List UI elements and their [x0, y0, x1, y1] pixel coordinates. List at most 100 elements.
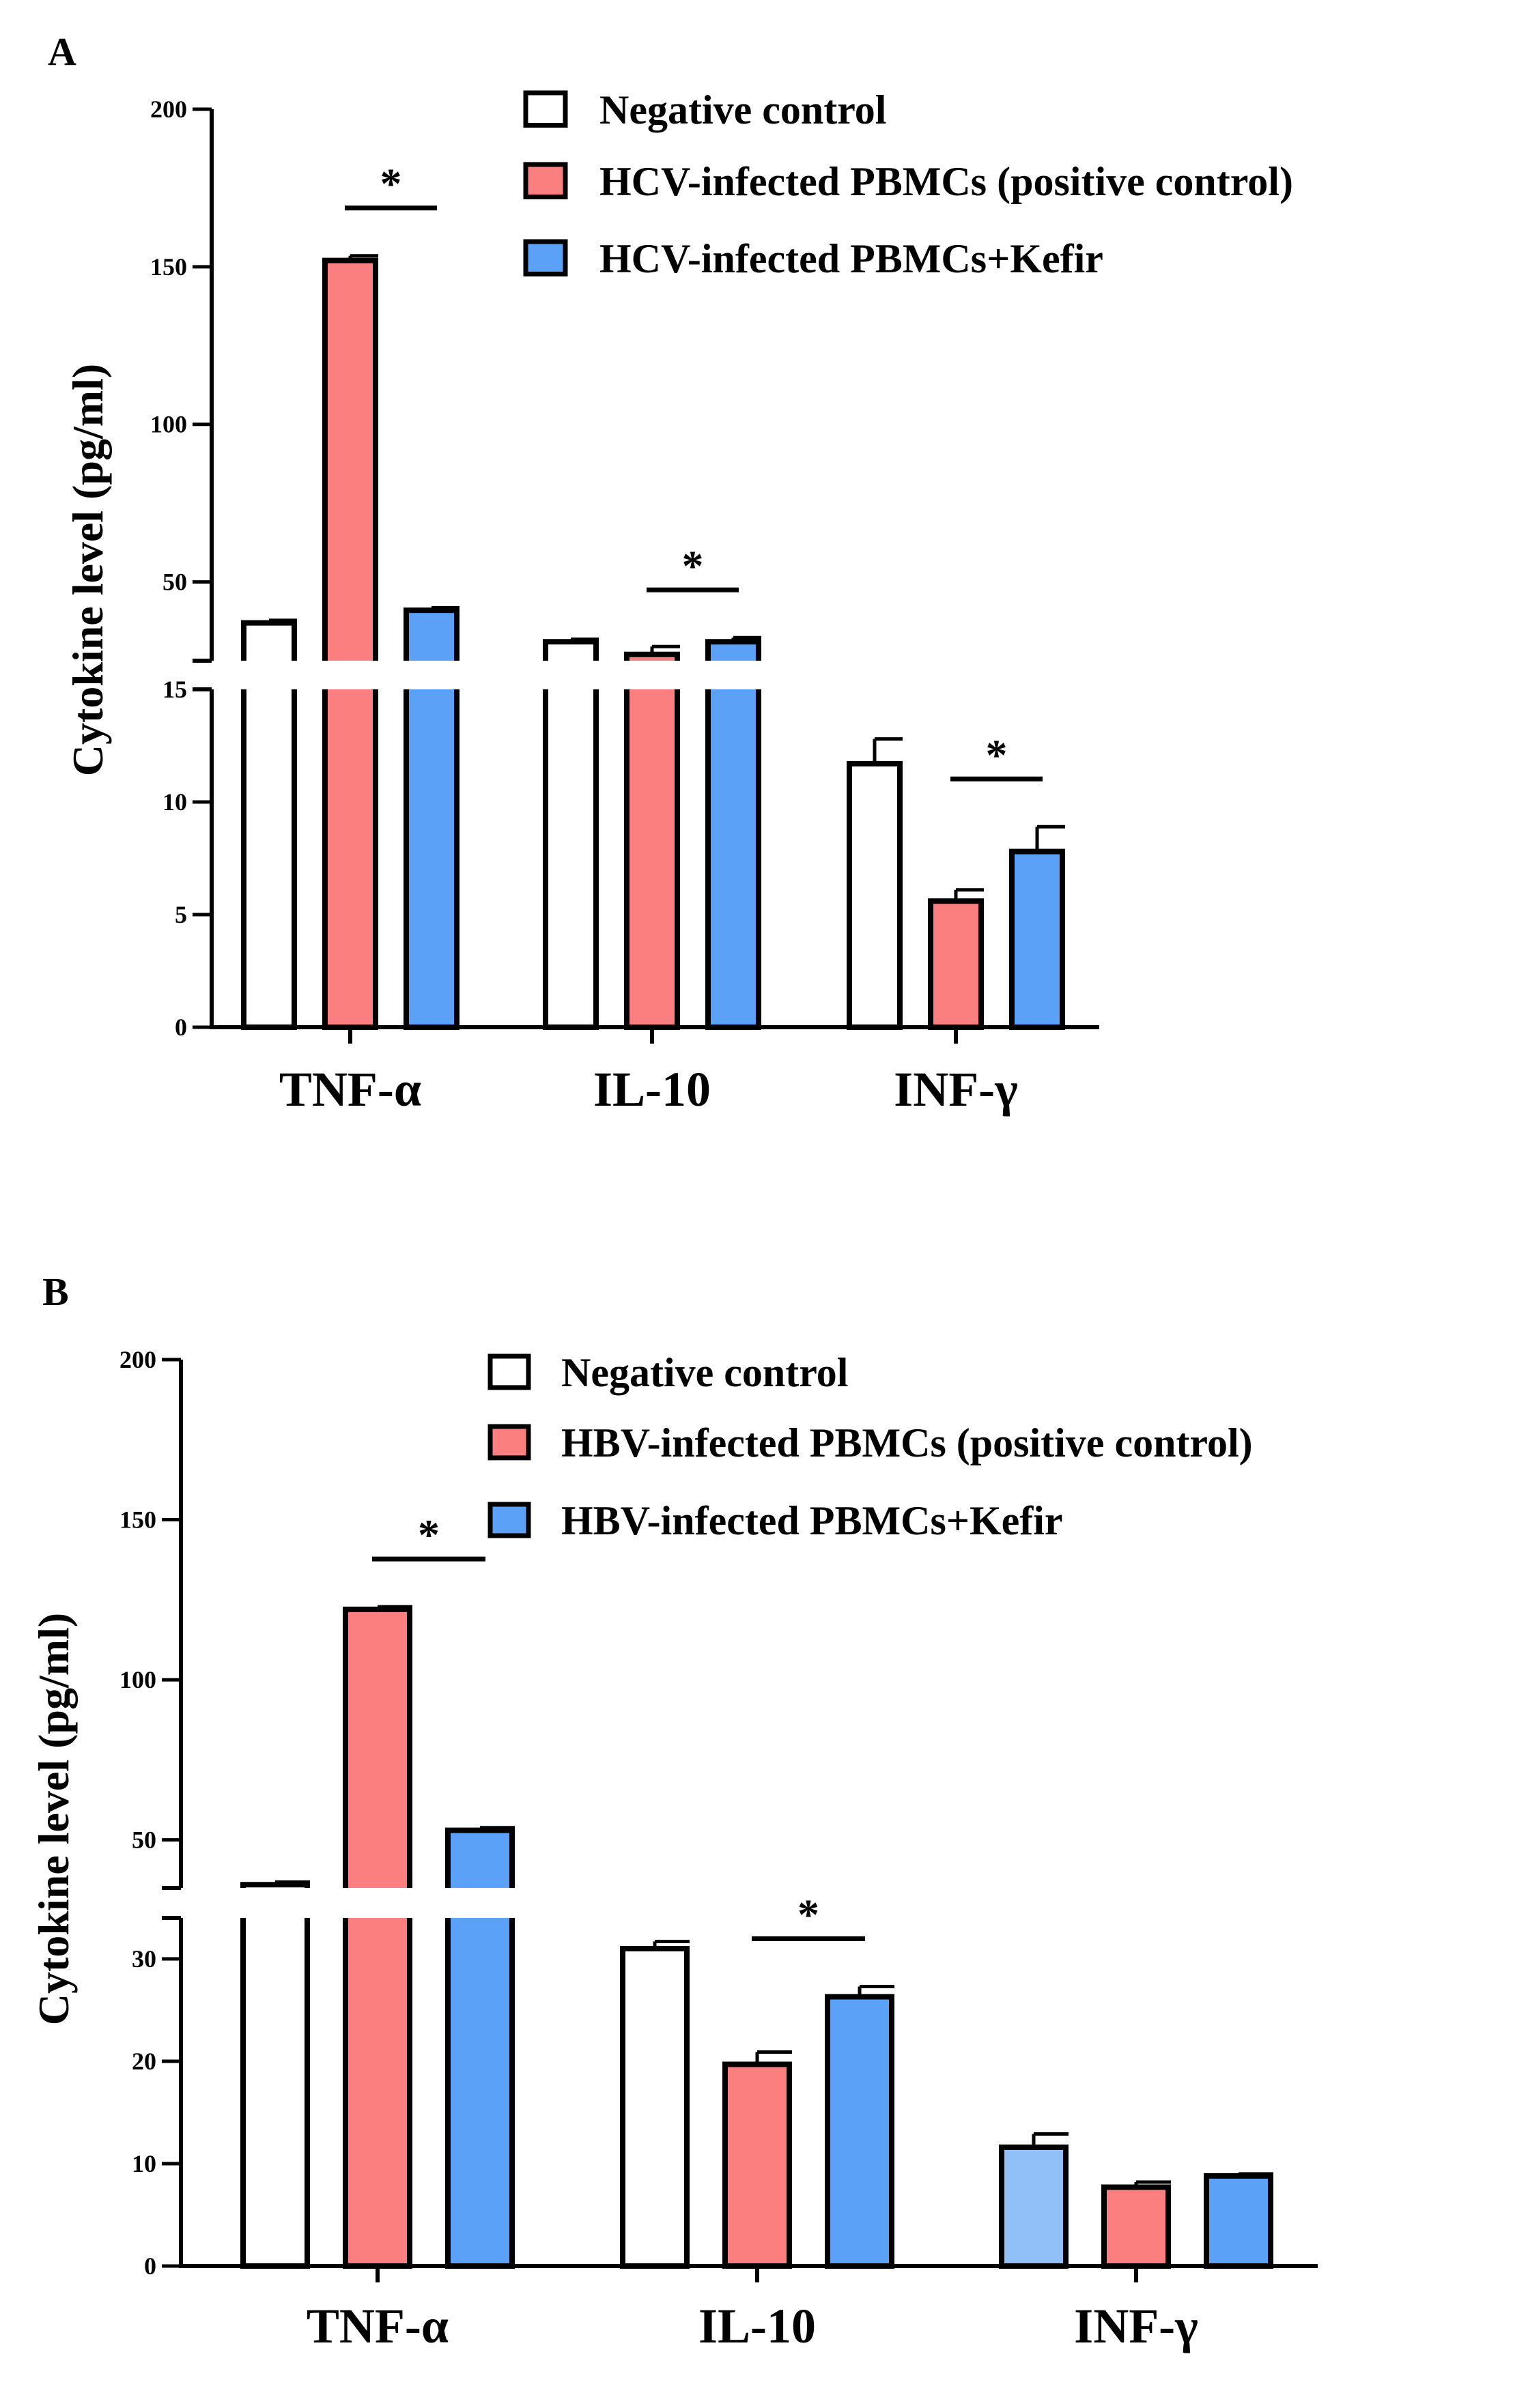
bar-negative-control-0	[241, 620, 297, 1030]
category-label: TNF-α	[307, 2299, 449, 2353]
bar-positive-control-0	[343, 1606, 412, 2269]
bar-lower-fill	[325, 689, 376, 1027]
category-label: INF-γ	[1074, 2299, 1198, 2353]
significance-marker: *	[372, 1510, 485, 1562]
error-bar-0-2	[873, 737, 903, 764]
bar-kefir-2	[1009, 848, 1065, 1030]
panel-a-legend: Negative control HCV-infected PBMCs (posi…	[523, 87, 1293, 281]
bar-upper-outline	[404, 607, 459, 661]
y-tick-label: 50	[162, 569, 187, 596]
error-bar-1-2	[1134, 2180, 1171, 2188]
legend-label-2: HBV-infected PBMCs+Kefir	[561, 1498, 1063, 1543]
bar-kefir-0	[404, 607, 459, 1030]
panel-a: A 0 5 10 15 50 100 150 200 TNF-α IL-10 INF-γ Cytoki…	[48, 29, 1293, 1117]
significance-marker: *	[950, 730, 1043, 782]
error-bar-1-0	[376, 1605, 412, 1609]
bar-negative-control-2	[999, 2145, 1069, 2269]
significance-star: *	[380, 160, 402, 208]
error-bar-1-2	[954, 888, 984, 902]
category-label: TNF-α	[279, 1062, 421, 1117]
significance-marker: *	[752, 1891, 865, 1941]
error-bar-0-1	[653, 1940, 690, 1949]
error-bar-2-0	[478, 1826, 515, 1831]
error-bar-2-2	[1236, 2172, 1273, 2176]
significance-star: *	[797, 1891, 819, 1939]
error-bar-1-1	[755, 2050, 792, 2065]
legend-label-2: HCV-infected PBMCs+Kefir	[599, 236, 1103, 281]
legend-swatch-2	[523, 239, 568, 277]
error-bar-0-0	[267, 618, 297, 623]
panel-letter-a: A	[48, 29, 76, 74]
bar-upper-fill	[708, 642, 759, 661]
bar-upper-outline	[624, 651, 680, 661]
legend-label-1: HCV-infected PBMCs (positive control)	[599, 159, 1293, 204]
y-tick-label: 50	[132, 1826, 156, 1854]
significance-marker: *	[345, 160, 437, 211]
bar-lower-fill	[627, 689, 677, 1027]
panel-b-legend: Negative control HBV-infected PBMCs (posi…	[487, 1350, 1253, 1543]
y-tick-label: 0	[144, 2252, 156, 2280]
y-tick-label: 10	[162, 788, 187, 816]
bar-negative-control-0	[240, 1882, 310, 2269]
axis-break-band	[216, 663, 1103, 687]
bar-upper-fill	[244, 622, 294, 661]
y-tick-label: 200	[119, 1346, 156, 1373]
bar-upper-outline	[240, 1882, 310, 1888]
legend-swatch-1	[487, 1424, 531, 1461]
y-tick-label: 200	[150, 96, 187, 123]
legend-label-1: HBV-infected PBMCs (positive control)	[561, 1420, 1253, 1465]
bar-lower-fill	[546, 689, 596, 1027]
category-label: IL-10	[698, 2299, 816, 2353]
bar-lower-fill	[708, 689, 759, 1027]
bar-negative-control-1	[620, 1946, 690, 2269]
y-tick-label: 100	[119, 1666, 156, 1693]
error-bar-1-1	[650, 644, 680, 655]
legend-swatch-0	[487, 1353, 531, 1390]
panel-b: B 0 10 20 30 50 100 150 200 TNF-α IL-10 INF-γ Cytok…	[29, 1270, 1322, 2353]
bar-lower-fill	[448, 1918, 512, 2266]
bar-upper-outline	[322, 257, 378, 661]
bar-upper-fill	[406, 610, 457, 661]
legend-label-0: Negative control	[561, 1350, 848, 1395]
error-bar-0-2	[1032, 2132, 1069, 2147]
bar-positive-control-2	[928, 898, 984, 1030]
panel-b-plot: 0 10 20 30 50 100 150 200 TNF-α IL-10 INF-γ Cytokin…	[29, 1346, 1322, 2353]
bar-kefir-0	[445, 1827, 515, 2269]
y-axis-title: Cytokine level (pg/ml)	[63, 364, 112, 776]
bar-upper-fill	[325, 260, 376, 661]
y-tick-label: 150	[150, 253, 187, 281]
error-bar-0-0	[273, 1880, 310, 1885]
y-tick-label: 5	[175, 901, 187, 928]
significance-star: *	[682, 541, 704, 590]
y-tick-label: 30	[132, 1945, 156, 1973]
axis-break-band	[185, 1891, 1322, 1915]
legend-swatch-0	[523, 90, 568, 128]
error-bar-2-2	[1035, 825, 1065, 852]
error-bar-1-0	[348, 254, 378, 261]
bar-lower-fill	[244, 689, 294, 1027]
y-tick-label: 20	[132, 2048, 156, 2075]
bar-lower-fill	[345, 1918, 410, 2266]
y-tick-label: 100	[150, 411, 187, 438]
significance-marker: *	[647, 541, 739, 592]
y-tick-label: 15	[162, 676, 187, 703]
bar-kefir-1	[825, 1994, 894, 2269]
category-label: IL-10	[593, 1062, 711, 1117]
bar-negative-control-1	[543, 639, 599, 1030]
bar-upper-fill	[546, 642, 596, 661]
significance-star: *	[986, 730, 1008, 779]
bar-kefir-1	[705, 639, 761, 1030]
significance-star: *	[418, 1510, 440, 1559]
y-tick-label: 10	[132, 2150, 156, 2177]
bar-positive-control-0	[322, 257, 378, 1030]
bar-negative-control-2	[847, 760, 903, 1031]
bar-upper-fill	[627, 654, 677, 661]
bar-lower-fill	[406, 689, 457, 1027]
error-bar-2-0	[429, 605, 459, 611]
error-bar-0-1	[569, 637, 599, 642]
category-label: INF-γ	[894, 1062, 1018, 1117]
bar-lower-fill	[243, 1918, 307, 2266]
legend-label-0: Negative control	[599, 87, 886, 132]
y-tick-label: 150	[119, 1506, 156, 1534]
